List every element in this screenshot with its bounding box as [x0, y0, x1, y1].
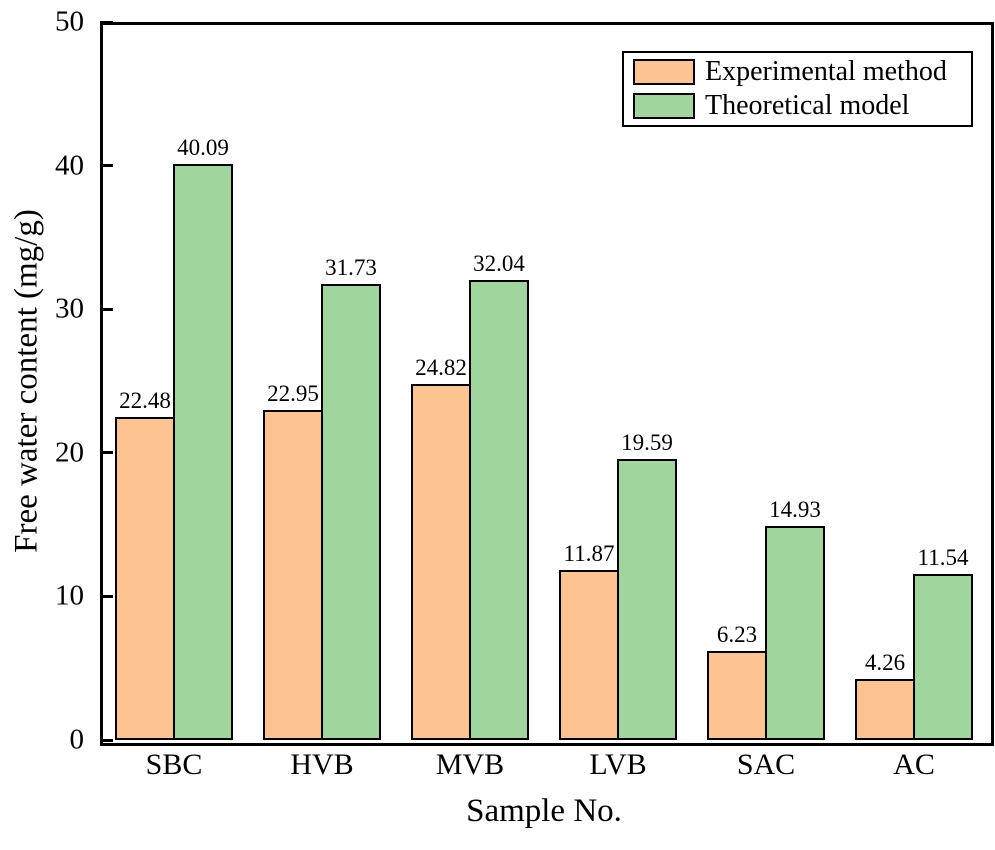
bar-sbc-theoretical: [173, 164, 233, 740]
y-tick-label: 30: [55, 292, 84, 325]
y-tick-label: 10: [55, 579, 84, 612]
bar-hvb-experimental: [263, 410, 323, 740]
legend-label: Theoretical model: [705, 90, 910, 121]
bar-value-label: 6.23: [716, 621, 758, 647]
bar-mvb-theoretical: [469, 279, 529, 740]
x-category-label-hvb: HVB: [290, 748, 354, 781]
bar-value-label: 24.82: [415, 354, 467, 380]
y-axis-title: Free water content (mg/g): [8, 209, 45, 553]
bar-value-label: 11.54: [917, 545, 969, 571]
bar-value-label: 22.95: [267, 381, 319, 407]
legend-swatch: [633, 93, 695, 119]
y-tick-label: 50: [55, 5, 84, 38]
y-tick-label: 20: [55, 436, 84, 469]
y-tick-mark: [100, 451, 113, 455]
plot-frame: [100, 22, 994, 746]
plot-area: 22.48 40.09 22.95 31.73 24.82 32.04 11.87 19.59…: [100, 20, 988, 742]
bar-value-label: 19.59: [621, 429, 673, 455]
bar-value-label: 22.48: [119, 388, 171, 414]
legend-entry: Theoretical model: [633, 92, 971, 121]
bar-sac-theoretical: [765, 525, 825, 740]
legend-entry: Experimental method: [633, 58, 971, 87]
bar-ac-experimental: [855, 678, 915, 740]
bar-lvb-experimental: [559, 569, 619, 740]
bar-lvb-theoretical: [617, 458, 677, 740]
legend-swatch: [633, 59, 695, 85]
y-tick-mark: [100, 20, 113, 24]
x-category-label-ac: AC: [893, 748, 935, 781]
legend: Experimental method Theoretical model: [622, 51, 973, 127]
bar-value-label: 4.26: [864, 649, 906, 675]
x-category-label-mvb: MVB: [435, 748, 505, 781]
bar-value-label: 11.87: [563, 540, 615, 566]
x-category-label-sbc: SBC: [145, 748, 203, 781]
bar-mvb-experimental: [411, 383, 471, 740]
y-tick-mark: [100, 164, 113, 168]
y-tick-label: 40: [55, 149, 84, 182]
bar-value-label: 32.04: [473, 250, 525, 276]
legend-label: Experimental method: [705, 56, 947, 87]
bar-sac-experimental: [707, 650, 767, 740]
bar-sbc-experimental: [115, 417, 175, 740]
bar-value-label: 40.09: [177, 135, 229, 161]
x-category-label-lvb: LVB: [589, 748, 647, 781]
y-tick-mark: [100, 594, 113, 598]
bar-ac-theoretical: [913, 574, 973, 740]
bar-hvb-theoretical: [321, 284, 381, 740]
x-category-label-sac: SAC: [736, 748, 796, 781]
bar-value-label: 31.73: [325, 255, 377, 281]
y-tick-label: 0: [69, 723, 85, 756]
x-axis-title: Sample No.: [466, 793, 622, 829]
y-tick-mark: [100, 738, 113, 742]
bar-value-label: 14.93: [769, 496, 821, 522]
y-tick-mark: [100, 307, 113, 311]
